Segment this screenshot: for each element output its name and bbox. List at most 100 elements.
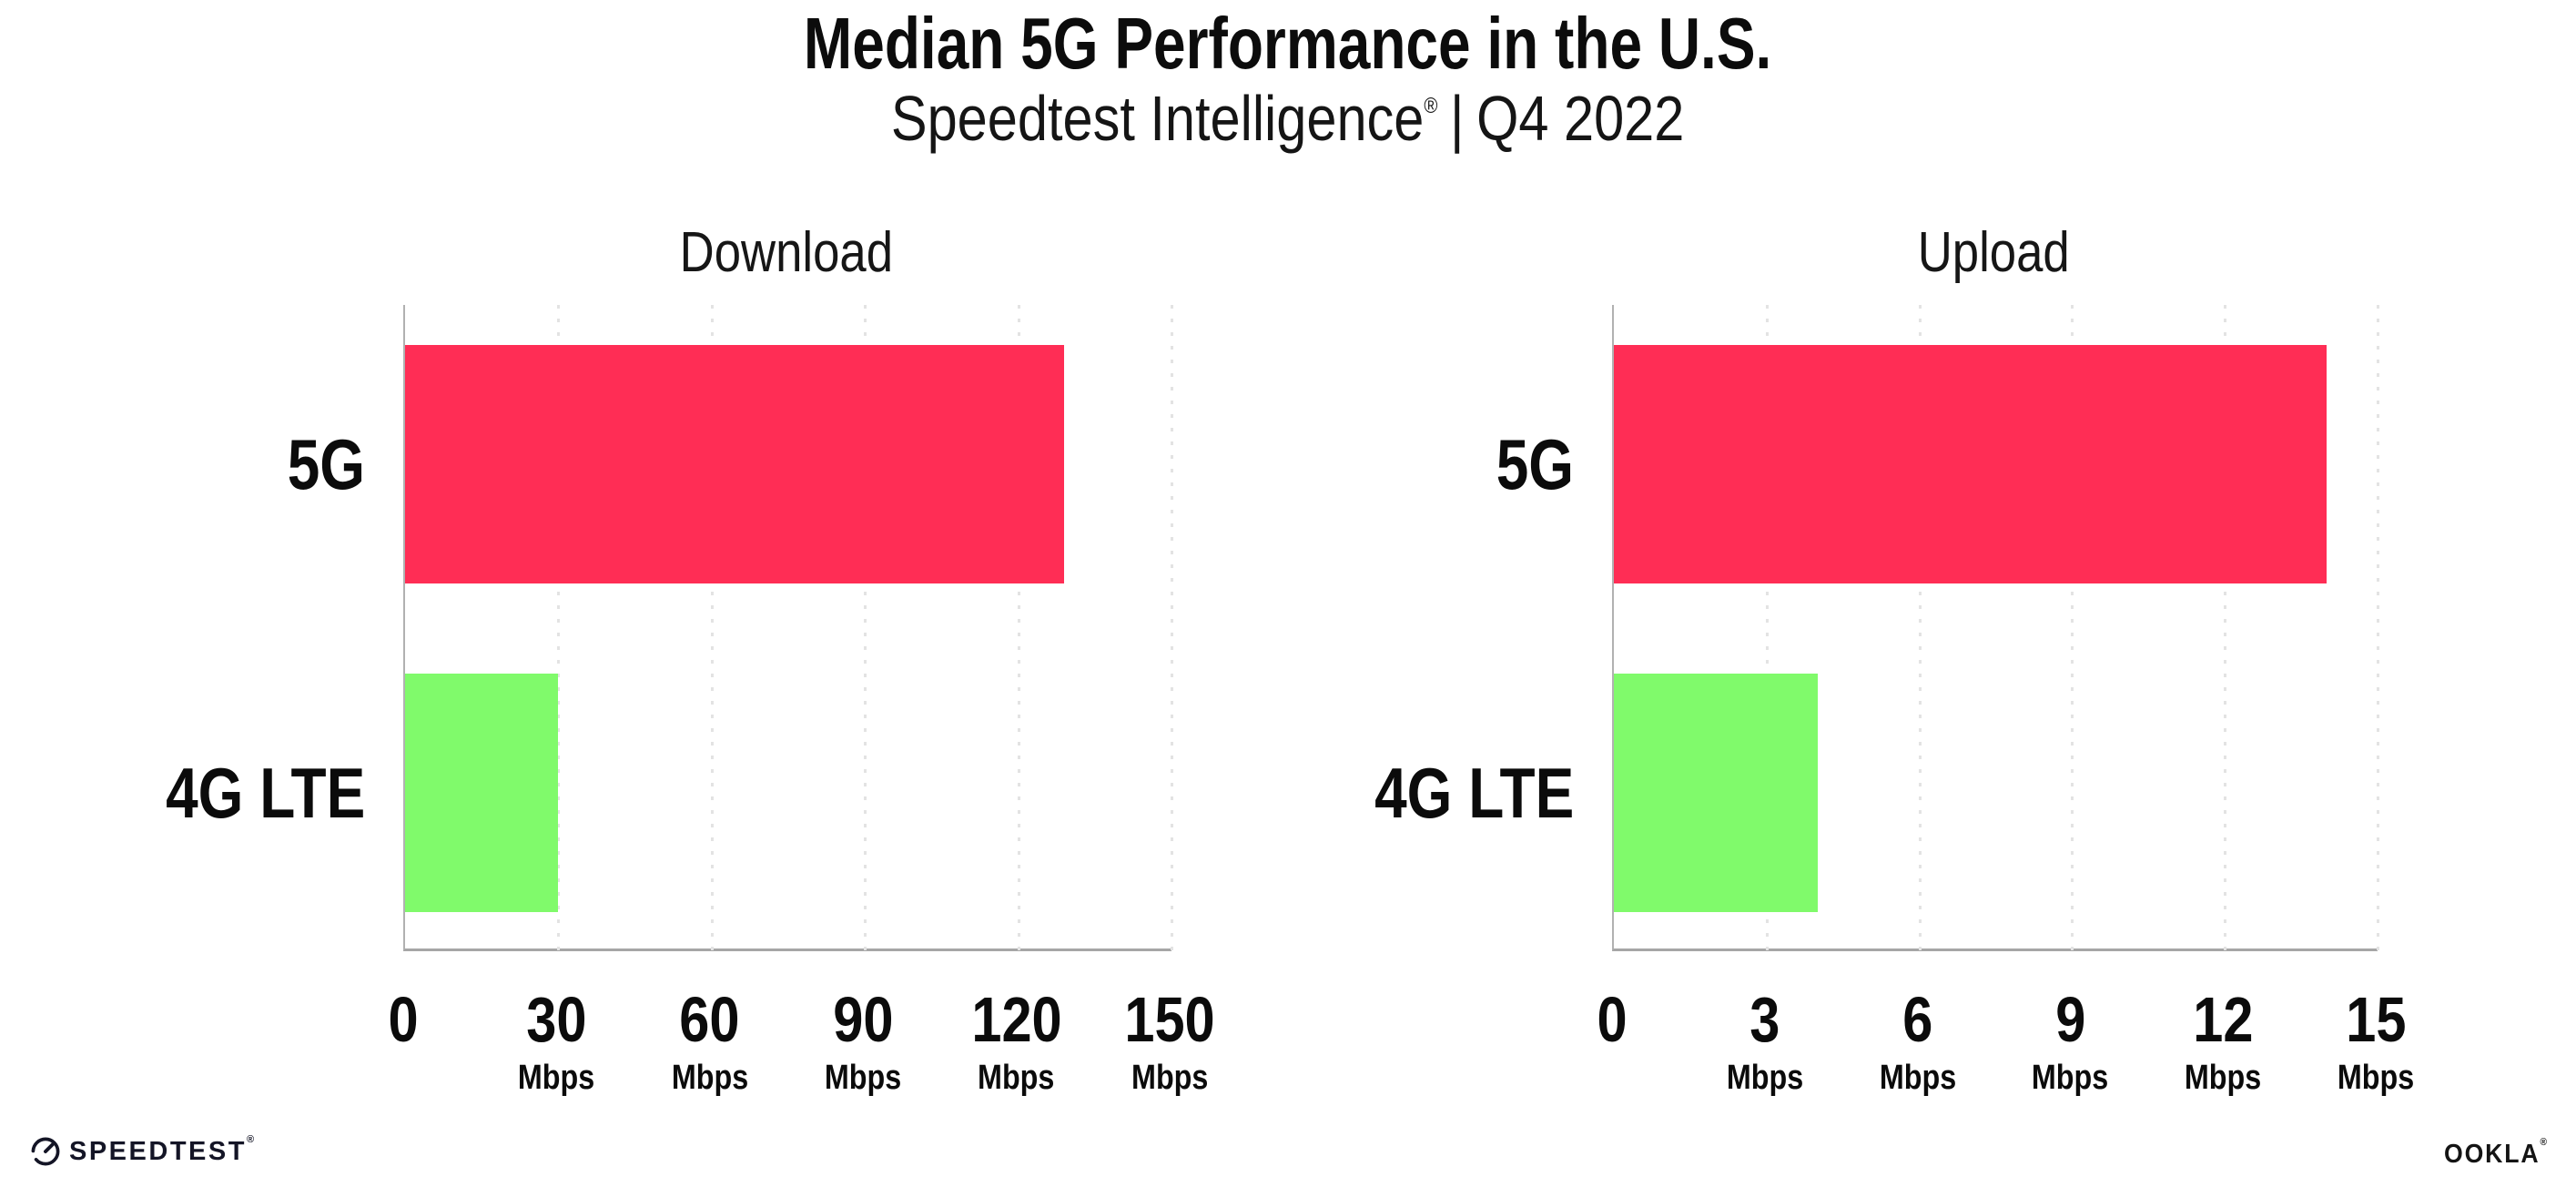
x-axis: 0 3 Mbps 6 Mbps 9 Mbps 12 Mbps 15 Mbps [1597, 988, 2414, 1151]
tick-value: 30 [526, 984, 587, 1055]
x-axis: 0 30 Mbps 60 Mbps 90 Mbps 120 Mbps 150 Mbps [388, 988, 1214, 1151]
tick-label: 120 [963, 988, 1070, 1051]
tick-label: 0 [386, 988, 421, 1051]
tick-unit-text: Mbps [1131, 1059, 1209, 1097]
tick-value: 0 [1597, 984, 1628, 1055]
tick-label: 60 [664, 988, 755, 1051]
tick-unit-text: Mbps [825, 1059, 902, 1097]
tick-label: 3 [1719, 988, 1810, 1051]
tick-unit: Mbps [1719, 1060, 1810, 1095]
gridline-90 [864, 305, 867, 958]
tick-unit-text: Mbps [978, 1059, 1055, 1097]
chart-title: Download [679, 221, 894, 284]
bar-5g [1614, 345, 2328, 583]
tick-unit-text: Mbps [1726, 1059, 1803, 1097]
tick-unit: Mbps [2025, 1060, 2115, 1095]
ookla-logo: OOKLA® [2435, 1137, 2549, 1169]
category-axis: 5G 4G LTE [1170, 305, 1574, 948]
tick-value: 9 [2054, 984, 2085, 1055]
tick-unit: Mbps [2330, 1060, 2420, 1095]
tick-30: 30 Mbps [512, 988, 602, 1095]
tick-unit-text: Mbps [671, 1059, 748, 1097]
tick-value: 6 [1902, 984, 1933, 1055]
tick-unit-text: Mbps [2185, 1059, 2262, 1097]
tick-9: 9 Mbps [2025, 988, 2115, 1095]
gridline-120 [1017, 305, 1020, 958]
gridline-150 [1171, 305, 1173, 958]
category-axis: 5G 4G LTE [109, 305, 365, 948]
page-subtitle: Speedtest Intelligence® | Q4 2022 [0, 84, 2576, 154]
tick-value: 12 [2193, 984, 2254, 1055]
gridline-30 [557, 305, 561, 958]
ookla-wordmark: OOKLA® [2444, 1137, 2549, 1169]
category-label-4g-lte: 4G LTE [122, 757, 365, 828]
page-title: Median 5G Performance in the U.S. [804, 3, 1772, 84]
tick-label: 0 [1595, 988, 1630, 1051]
tick-60: 60 Mbps [664, 988, 755, 1095]
gridline-3 [1765, 305, 1769, 958]
tick-150: 150 Mbps [1117, 988, 1223, 1095]
bar-4g-lte [405, 674, 559, 912]
tick-label: 150 [1117, 988, 1223, 1051]
gridline-12 [2224, 305, 2227, 958]
tick-value: 150 [1124, 984, 1215, 1055]
tick-unit-text: Mbps [518, 1059, 595, 1097]
bar-4g-lte [1614, 674, 1818, 912]
speedtest-wordmark: SPEEDTEST® [69, 1133, 255, 1166]
tick-unit: Mbps [963, 1060, 1070, 1095]
category-label-4g-lte: 4G LTE [1331, 757, 1574, 828]
tick-unit: Mbps [2178, 1060, 2268, 1095]
category-label-text: 5G [1496, 424, 1574, 504]
category-label-5g: 5G [1479, 429, 1574, 500]
gridline-6 [1918, 305, 1922, 958]
tick-label: 12 [2178, 988, 2268, 1051]
category-label-text: 4G LTE [165, 753, 365, 833]
tick-value: 0 [388, 984, 419, 1055]
tick-unit: Mbps [664, 1060, 755, 1095]
tick-unit: Mbps [512, 1060, 602, 1095]
gridline-9 [2071, 305, 2074, 958]
tick-unit-text: Mbps [2032, 1059, 2109, 1097]
tick-label: 15 [2330, 988, 2420, 1051]
tick-value: 120 [970, 984, 1062, 1055]
tick-unit: Mbps [1117, 1060, 1223, 1095]
tick-label: 30 [512, 988, 602, 1051]
category-label-text: 5G [287, 424, 365, 504]
tick-label: 90 [818, 988, 908, 1051]
subtitle-period: Q4 2022 [1476, 83, 1685, 154]
tick-value: 15 [2345, 984, 2407, 1055]
plot-area [1612, 305, 2379, 958]
bar-5g [405, 345, 1065, 583]
tick-label: 6 [1872, 988, 1962, 1051]
tick-value: 90 [833, 984, 894, 1055]
speedtest-logo: SPEEDTEST® [30, 1133, 255, 1167]
tick-unit-text: Mbps [1879, 1059, 1956, 1097]
tick-unit: Mbps [818, 1060, 908, 1095]
category-label-text: 4G LTE [1374, 753, 1574, 833]
subtitle-separator: | [1450, 83, 1465, 154]
tick-0: 0 [1595, 988, 1630, 1051]
registered-mark-icon: ® [1424, 93, 1438, 118]
registered-mark-icon: ® [2540, 1137, 2549, 1149]
tick-value: 3 [1749, 984, 1780, 1055]
tick-120: 120 Mbps [963, 988, 1070, 1095]
gridline-15 [2377, 305, 2379, 958]
tick-unit-text: Mbps [2337, 1059, 2415, 1097]
chart-title: Upload [1917, 221, 2070, 284]
plot-area [403, 305, 1173, 958]
tick-3: 3 Mbps [1719, 988, 1810, 1095]
tick-6: 6 Mbps [1872, 988, 1962, 1095]
subtitle-brand: Speedtest Intelligence [891, 83, 1425, 154]
registered-mark-icon: ® [246, 1133, 255, 1145]
tick-90: 90 Mbps [818, 988, 908, 1095]
tick-15: 15 Mbps [2330, 988, 2420, 1095]
tick-12: 12 Mbps [2178, 988, 2268, 1095]
tick-value: 60 [679, 984, 740, 1055]
tick-label: 9 [2025, 988, 2115, 1051]
tick-unit: Mbps [1872, 1060, 1962, 1095]
gridline-60 [710, 305, 714, 958]
category-label-5g: 5G [270, 429, 365, 500]
speedtest-gauge-icon [30, 1136, 61, 1167]
tick-0: 0 [386, 988, 421, 1051]
